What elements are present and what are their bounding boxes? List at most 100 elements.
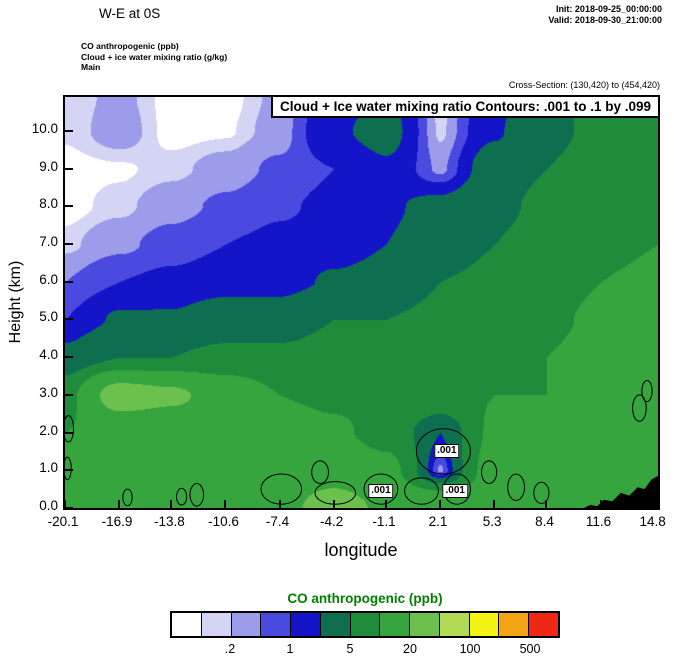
x-axis-tick-label: -20.1 bbox=[47, 514, 79, 529]
cloud-contour-line bbox=[641, 380, 653, 403]
colorbar-tick-label: 20 bbox=[403, 642, 417, 656]
field-line-cloud: Cloud + ice water mixing ratio (g/kg) bbox=[81, 51, 228, 62]
cloud-contour-line bbox=[507, 473, 526, 501]
x-axis-tick bbox=[332, 500, 335, 508]
cloud-contour-line bbox=[481, 460, 498, 485]
x-axis-tick-label: -7.4 bbox=[265, 514, 290, 529]
x-axis-tick bbox=[599, 500, 602, 508]
x-axis-tick bbox=[64, 500, 66, 508]
cross-section-coords: Cross-Section: (130,420) to (454,420) bbox=[508, 80, 660, 90]
colorbar-cell bbox=[261, 613, 292, 636]
x-axis-title: longitude bbox=[324, 540, 398, 560]
y-axis-tick bbox=[65, 318, 73, 321]
y-axis-tick bbox=[65, 280, 73, 283]
terrain-silhouette bbox=[583, 475, 658, 508]
colorbar-tick-label: 5 bbox=[346, 642, 354, 656]
cloud-contour-line bbox=[65, 415, 74, 443]
x-axis-tick bbox=[439, 500, 442, 508]
y-axis-tick bbox=[65, 243, 73, 246]
cloud-contour-label: .001 bbox=[442, 484, 468, 499]
cloud-contour-line bbox=[363, 473, 399, 505]
y-axis-tick bbox=[65, 507, 73, 509]
y-axis-tick bbox=[65, 129, 73, 132]
valid-time: Valid: 2018-09-30_21:00:00 bbox=[548, 15, 662, 25]
field-line-domain: Main bbox=[81, 62, 101, 72]
x-axis-tick-label: 14.8 bbox=[639, 514, 666, 529]
co-shaded-field bbox=[65, 97, 658, 508]
y-axis-tick-label: 4.0 bbox=[39, 347, 58, 363]
cloud-contour-line bbox=[311, 460, 330, 485]
colorbar-cell bbox=[380, 613, 411, 636]
cloud-contour-line bbox=[189, 483, 205, 507]
field-line-co: CO anthropogenic (ppb) bbox=[81, 41, 179, 51]
x-axis-tick bbox=[170, 500, 173, 508]
cloud-contour-line bbox=[314, 481, 357, 505]
x-axis-tick bbox=[545, 500, 548, 508]
y-axis-tick-label: 3.0 bbox=[39, 384, 58, 400]
colorbar-title: CO anthropogenic (ppb) bbox=[287, 591, 443, 606]
y-axis-tick-label: 2.0 bbox=[39, 422, 58, 438]
x-axis-tick bbox=[278, 500, 281, 508]
colorbar-cell bbox=[172, 613, 202, 636]
colorbar-tick-label: 500 bbox=[519, 642, 541, 656]
colorbar-tick-label: 100 bbox=[459, 642, 481, 656]
y-axis-tick-label: 9.0 bbox=[39, 158, 58, 174]
y-axis-tick bbox=[65, 167, 73, 170]
init-time: Init: 2018-09-25_00:00:00 bbox=[555, 4, 662, 14]
field-list: CO anthropogenic (ppb) Cloud + ice water… bbox=[81, 41, 227, 73]
x-axis-tick-label: -16.9 bbox=[101, 514, 133, 529]
x-axis-tick-label: 11.6 bbox=[585, 514, 612, 529]
y-axis-tick-label: 0.0 bbox=[39, 498, 58, 513]
x-axis-tick-label: 8.4 bbox=[535, 514, 554, 529]
y-axis-tick-label: 6.0 bbox=[39, 271, 58, 287]
cloud-contour-line bbox=[65, 456, 72, 481]
colorbar-cell bbox=[410, 613, 440, 636]
x-axis-tick-label: -4.2 bbox=[319, 514, 344, 529]
cloud-contour-line bbox=[122, 488, 133, 507]
y-axis-tick-label: 8.0 bbox=[39, 196, 58, 212]
colorbar-cell bbox=[529, 613, 558, 636]
colorbar-cell bbox=[439, 613, 470, 636]
x-axis-tick-label: -13.8 bbox=[154, 514, 185, 529]
y-axis-tick bbox=[65, 431, 73, 434]
x-axis-tick bbox=[118, 500, 121, 508]
cloud-contour-line bbox=[415, 428, 471, 475]
cloud-contour-line bbox=[176, 487, 188, 506]
x-axis-tick bbox=[384, 500, 387, 508]
colorbar-tick-label: 1 bbox=[286, 642, 294, 656]
figure-title: W-E at 0S bbox=[99, 6, 161, 21]
colorbar-cell bbox=[320, 613, 351, 636]
cloud-contour-line bbox=[632, 394, 647, 422]
y-axis-tick bbox=[65, 205, 73, 208]
terrain-and-cloud-contours bbox=[65, 380, 658, 508]
y-axis-tick-label: 1.0 bbox=[39, 460, 58, 476]
colorbar-cell bbox=[499, 613, 530, 636]
colorbar-cell bbox=[201, 613, 232, 636]
x-axis-tick-label: -10.6 bbox=[208, 514, 239, 529]
colorbar-cell bbox=[231, 613, 262, 636]
plot-area: Cloud + Ice water mixing ratio Contours:… bbox=[63, 95, 660, 510]
cloud-contour-line bbox=[533, 481, 550, 504]
cloud-contour-label: .001 bbox=[434, 444, 460, 459]
colorbar-tick-label: .2 bbox=[224, 642, 236, 656]
y-axis-tick bbox=[65, 393, 73, 396]
x-axis-tick bbox=[493, 500, 496, 508]
x-axis-tick bbox=[653, 500, 656, 508]
cloud-contour-line bbox=[260, 473, 303, 505]
colorbar-cell bbox=[350, 613, 381, 636]
y-axis-tick-label: 10.0 bbox=[31, 120, 58, 136]
colorbar bbox=[170, 611, 560, 638]
x-axis-tick-label: -1.1 bbox=[372, 514, 396, 529]
y-axis-tick bbox=[65, 469, 73, 472]
y-axis-tick-label: 7.0 bbox=[39, 234, 58, 250]
x-axis-tick bbox=[224, 500, 227, 508]
init-valid-block: Init: 2018-09-25_00:00:00 Valid: 2018-09… bbox=[548, 4, 662, 26]
x-axis-tick-label: 2.1 bbox=[428, 514, 448, 529]
colorbar-cell bbox=[291, 613, 321, 636]
cloud-contour-label: .001 bbox=[368, 484, 394, 499]
y-axis-tick-label: 5.0 bbox=[39, 309, 58, 325]
cloud-contour-line bbox=[404, 477, 439, 505]
x-axis-tick-label: 5.3 bbox=[482, 514, 502, 529]
contour-interval-banner: Cloud + Ice water mixing ratio Contours:… bbox=[271, 95, 660, 118]
